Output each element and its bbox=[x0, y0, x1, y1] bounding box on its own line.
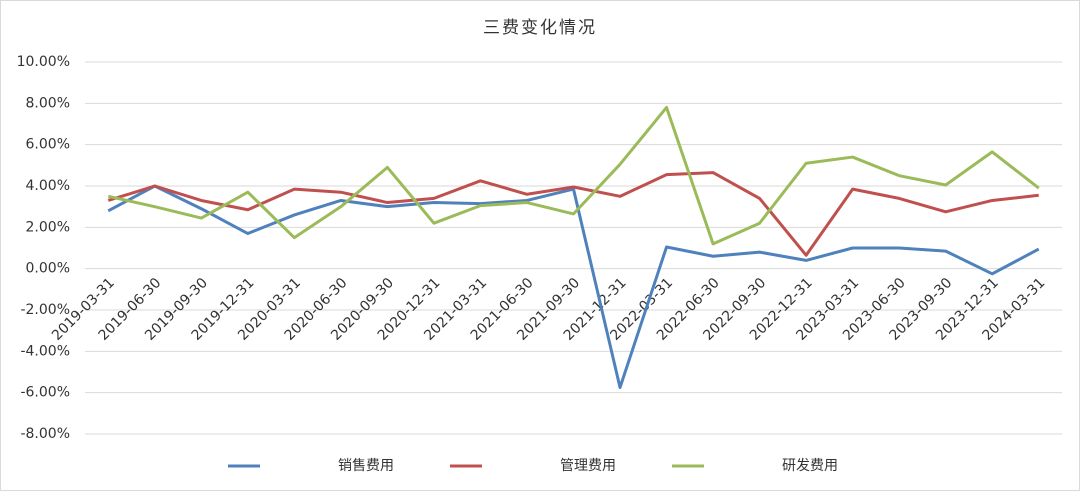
series-line bbox=[107, 171, 1039, 257]
y-tick-label: -4.00% bbox=[20, 343, 70, 359]
y-tick-label: -6.00% bbox=[20, 385, 70, 401]
y-tick-label: 4.00% bbox=[26, 178, 70, 194]
y-tick-label: 8.00% bbox=[26, 95, 70, 111]
legend-label: 销售费用 bbox=[338, 458, 394, 474]
series-line bbox=[107, 105, 1040, 246]
chart-title: 三费变化情况 bbox=[483, 18, 597, 38]
y-tick-label: 0.00% bbox=[26, 261, 70, 277]
y-tick-label: 10.00% bbox=[17, 54, 70, 70]
legend-label: 管理费用 bbox=[560, 458, 616, 474]
y-tick-label: -2.00% bbox=[20, 302, 70, 318]
series-line bbox=[107, 184, 1040, 389]
y-tick-label: 2.00% bbox=[26, 219, 70, 235]
y-tick-label: 6.00% bbox=[26, 137, 70, 153]
y-tick-label: -8.00% bbox=[20, 426, 70, 442]
legend-label: 研发费用 bbox=[782, 458, 838, 474]
